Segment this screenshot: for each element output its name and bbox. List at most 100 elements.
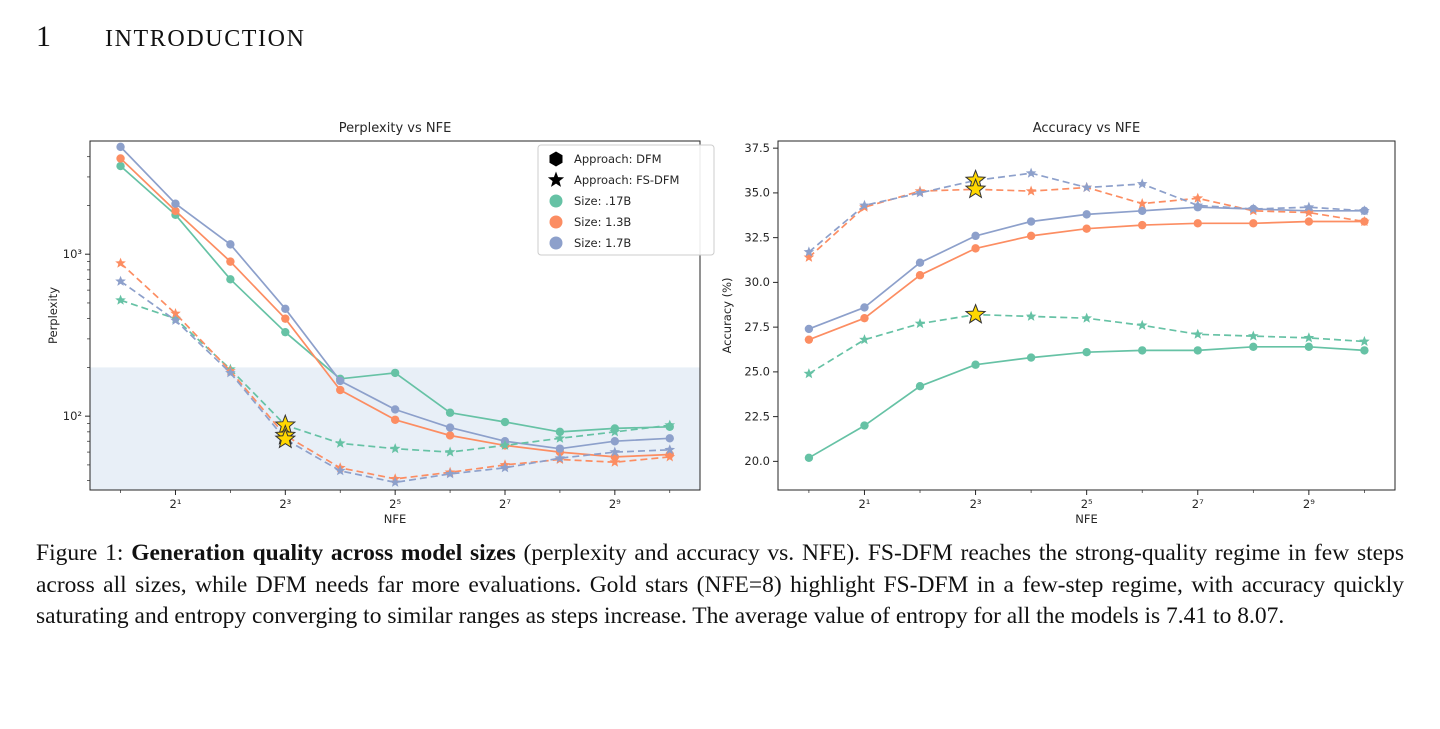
star-marker — [1192, 199, 1204, 210]
star-marker — [1359, 205, 1370, 216]
circle-marker — [804, 335, 814, 344]
svg-text:2³: 2³ — [279, 497, 291, 511]
circle-marker — [336, 376, 345, 386]
star-marker — [803, 368, 815, 379]
svg-text:10²: 10² — [63, 409, 82, 423]
star-marker — [499, 439, 511, 450]
circle-marker — [390, 415, 400, 424]
star-marker — [859, 334, 870, 345]
star-marker — [859, 199, 870, 210]
y-axis-label: Accuracy (%) — [720, 277, 734, 353]
circle-marker — [915, 258, 925, 267]
circle-icon — [549, 194, 563, 208]
circle-icon — [549, 236, 563, 250]
star-marker — [334, 465, 346, 476]
circle-marker — [116, 161, 125, 171]
star-marker — [1303, 201, 1315, 212]
star-marker — [1025, 167, 1037, 178]
circle-marker — [1304, 217, 1314, 226]
circle-marker — [555, 444, 565, 453]
star-marker — [609, 456, 621, 467]
circle-marker — [1026, 231, 1036, 241]
star-marker — [914, 187, 926, 198]
svg-text:2³: 2³ — [970, 497, 982, 511]
star-marker — [1192, 192, 1204, 203]
circle-marker — [804, 324, 814, 334]
circle-marker — [1193, 219, 1202, 228]
chart-title: Perplexity vs NFE — [339, 121, 452, 136]
series-fs-dfm-1-7b — [803, 167, 1370, 257]
svg-text:2⁹: 2⁹ — [609, 497, 621, 511]
circle-icon — [549, 215, 563, 229]
series-line — [120, 280, 670, 484]
svg-text:22.5: 22.5 — [744, 409, 770, 423]
svg-text:27.5: 27.5 — [744, 320, 770, 334]
circle-marker — [390, 405, 400, 414]
circle-marker — [1249, 342, 1258, 352]
svg-text:10³: 10³ — [63, 247, 83, 261]
accuracy-vs-nfe-chart: 2¹ 2³ 2⁵ 2⁷ 2⁹ 20.0 22.5 25.0 27.5 30.0 32.5 35.0 37… — [720, 121, 1396, 526]
circle-marker — [971, 231, 980, 241]
legend-box — [537, 144, 715, 256]
svg-text:2⁷: 2⁷ — [499, 497, 511, 511]
circle-marker — [971, 244, 980, 253]
star-marker — [1081, 181, 1092, 193]
chart-title: Accuracy vs NFE — [1033, 121, 1141, 136]
star-marker — [609, 426, 621, 437]
circle-marker — [1026, 353, 1036, 362]
star-marker — [115, 257, 126, 268]
gold-star-icon — [964, 177, 987, 199]
caption-label: Figure 1: — [36, 540, 132, 566]
circle-marker — [1360, 346, 1369, 355]
circle-marker — [860, 313, 869, 323]
series-dfm-1-3b — [804, 217, 1369, 344]
star-marker — [1248, 203, 1259, 214]
figure-1-caption: Figure 1: Generation quality across mode… — [36, 538, 1404, 633]
x-axis-label: NFE — [384, 512, 406, 526]
legend-label: Size: .17B — [574, 194, 631, 208]
circle-marker — [281, 314, 290, 323]
circle-marker — [1138, 220, 1147, 230]
star-marker — [554, 452, 566, 463]
star-marker — [1359, 335, 1370, 346]
svg-text:25.0: 25.0 — [744, 365, 770, 379]
circle-marker — [555, 427, 565, 437]
circle-marker — [1138, 206, 1147, 215]
circle-marker — [390, 368, 400, 378]
circle-marker — [860, 303, 869, 312]
gold-star-icon — [964, 303, 987, 324]
legend-label: Size: 1.7B — [574, 236, 631, 250]
svg-text:37.5: 37.5 — [744, 141, 770, 155]
series-dfm-17b — [116, 161, 674, 437]
circle-marker — [281, 304, 290, 314]
star-marker — [170, 308, 181, 319]
svg-text:35.0: 35.0 — [744, 186, 770, 200]
star-marker — [1025, 185, 1037, 196]
svg-text:2⁹: 2⁹ — [1303, 497, 1315, 511]
gold-star-icon — [274, 427, 297, 449]
star-marker — [499, 462, 511, 473]
circle-marker — [860, 421, 869, 430]
circle-marker — [1082, 224, 1091, 233]
circle-marker — [971, 360, 980, 369]
circle-marker — [336, 385, 345, 395]
svg-text:20.0: 20.0 — [744, 454, 770, 468]
svg-text:2⁵: 2⁵ — [1081, 497, 1093, 511]
circle-marker — [1082, 347, 1091, 357]
star-marker — [1248, 330, 1259, 341]
series-dfm-17b — [804, 342, 1369, 462]
circle-marker — [1082, 210, 1091, 219]
star-marker — [1359, 215, 1370, 227]
circle-marker — [445, 408, 455, 417]
star-marker — [389, 443, 401, 454]
circle-marker — [1026, 217, 1036, 226]
svg-text:2¹: 2¹ — [858, 497, 870, 511]
star-marker — [225, 367, 236, 378]
star-marker — [664, 444, 676, 455]
series-line — [808, 313, 1365, 375]
circle-marker — [1249, 219, 1258, 228]
series-line — [808, 220, 1365, 341]
series-dfm-1-7b — [116, 142, 674, 453]
svg-text:2⁵: 2⁵ — [389, 497, 401, 511]
circle-marker — [171, 199, 180, 208]
